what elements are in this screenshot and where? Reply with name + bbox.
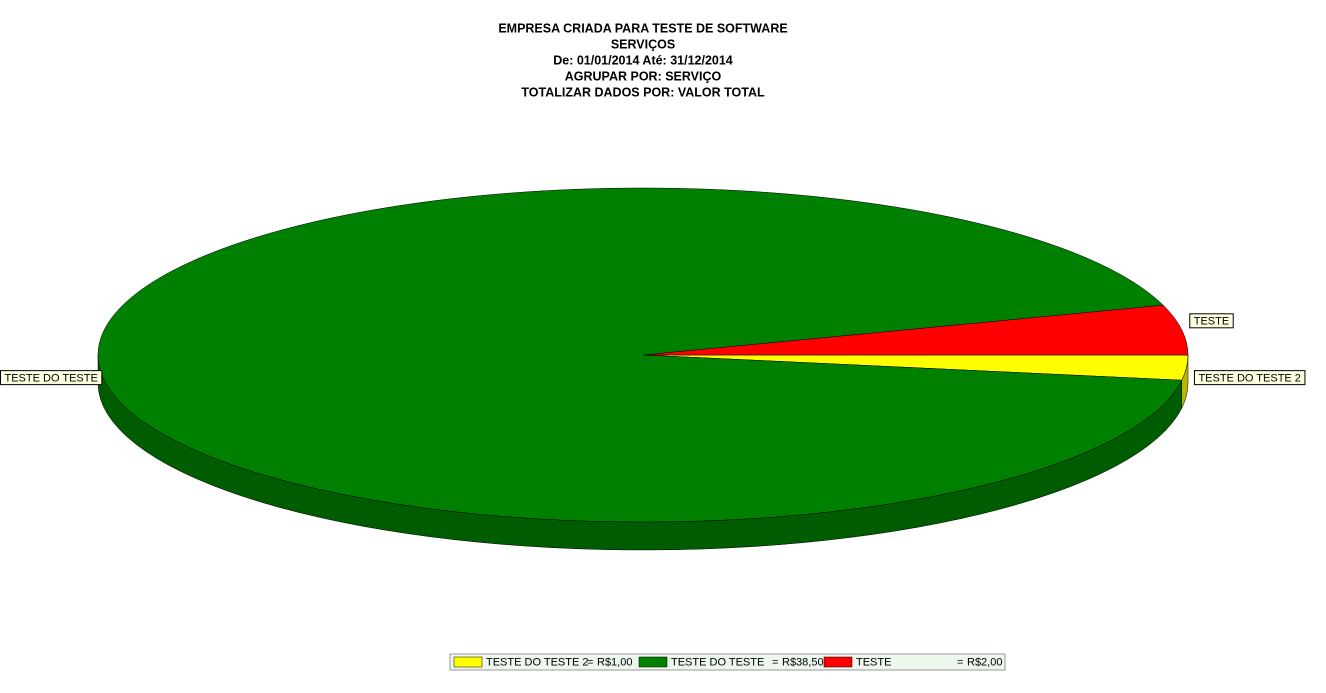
callout: TESTE xyxy=(1189,313,1234,329)
chart-subtitle: SERVIÇOS xyxy=(611,37,675,51)
legend-separator: = xyxy=(772,656,778,668)
legend-swatch xyxy=(638,656,668,668)
callout-label: TESTE DO TESTE xyxy=(5,373,98,385)
callout-label: TESTE xyxy=(1194,316,1229,328)
legend-label: TESTE DO TESTE xyxy=(671,656,764,668)
callout-box xyxy=(1189,313,1234,329)
legend-label: TESTE xyxy=(856,656,891,668)
pie-slice xyxy=(97,187,1183,523)
legend-swatch xyxy=(823,656,853,668)
pie-slice xyxy=(642,304,1189,356)
callout-label: TESTE DO TESTE 2 xyxy=(1198,373,1301,385)
chart-title: EMPRESA CRIADA PARA TESTE DE SOFTWARE xyxy=(498,21,787,35)
legend-value: R$2,00 xyxy=(967,656,1002,668)
callout: TESTE DO TESTE xyxy=(0,370,103,386)
chart-subtitle: TOTALIZAR DADOS POR: VALOR TOTAL xyxy=(521,85,765,99)
legend-swatch xyxy=(453,656,483,668)
legend-box xyxy=(449,653,1006,671)
chart-subtitle: De: 01/01/2014 Até: 31/12/2014 xyxy=(553,53,733,67)
legend-separator: = xyxy=(587,656,593,668)
legend-value: R$38,50 xyxy=(782,656,824,668)
legend-label: TESTE DO TESTE 2 xyxy=(486,656,589,668)
legend-value: R$1,00 xyxy=(597,656,632,668)
callout: TESTE DO TESTE 2 xyxy=(1193,370,1306,386)
callout-box xyxy=(0,370,103,386)
legend-separator: = xyxy=(957,656,963,668)
chart-subtitle: AGRUPAR POR: SERVIÇO xyxy=(565,69,722,83)
callout-box xyxy=(1193,370,1306,386)
